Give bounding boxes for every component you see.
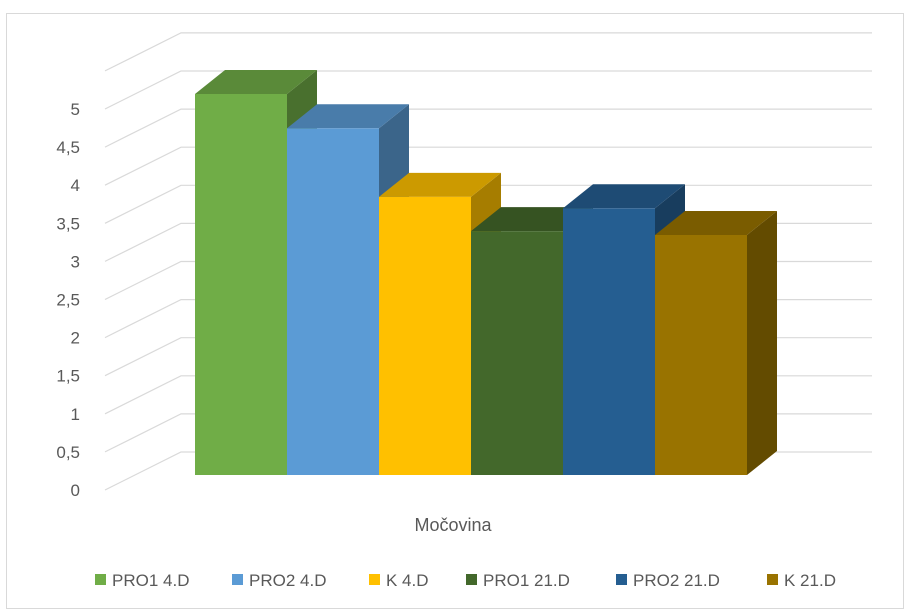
bar-top <box>287 104 409 129</box>
legend-label: PRO2 4.D <box>249 571 326 590</box>
bars <box>195 70 777 476</box>
bar <box>655 210 777 475</box>
bar-top <box>471 207 593 232</box>
bar-front <box>195 94 287 475</box>
gridline <box>104 32 872 72</box>
legend-label: K 21.D <box>784 571 836 590</box>
bar-top <box>195 70 317 94</box>
legend-swatch <box>616 574 627 585</box>
legend-label: PRO1 21.D <box>483 571 570 590</box>
y-tick-label: 2 <box>71 329 80 348</box>
gridline <box>104 108 872 148</box>
legend-label: K 4.D <box>386 571 429 590</box>
legend-swatch <box>232 574 243 585</box>
bar-top <box>655 210 777 235</box>
legend-swatch <box>95 574 106 585</box>
bar-front <box>379 196 471 475</box>
bar-front <box>471 231 563 475</box>
y-tick-label: 0 <box>71 481 80 500</box>
gridline <box>104 70 872 110</box>
y-tick-label: 1 <box>71 405 80 424</box>
y-tick-label: 3,5 <box>56 214 80 233</box>
legend-item: PRO1 21.D <box>466 571 570 590</box>
legend-label: PRO2 21.D <box>633 571 720 590</box>
legend-swatch <box>767 574 778 585</box>
category-label: Močovina <box>414 515 492 535</box>
bar-top <box>379 172 501 197</box>
legend-item: K 21.D <box>767 571 836 590</box>
legend-item: PRO2 21.D <box>616 571 720 590</box>
legend-swatch <box>466 574 477 585</box>
category-labels: Močovina <box>414 515 492 535</box>
gridline <box>104 146 872 186</box>
y-tick-label: 0,5 <box>56 443 80 462</box>
legend-label: PRO1 4.D <box>112 571 189 590</box>
y-tick-label: 4,5 <box>56 138 80 157</box>
bar-front <box>287 128 379 476</box>
y-axis-ticks: 0 0,5 1 1,5 2 2,5 3 3,5 4 4,5 5 <box>56 100 80 500</box>
y-tick-label: 4 <box>71 176 80 195</box>
y-tick-label: 2,5 <box>56 291 80 310</box>
legend-swatch <box>369 574 380 585</box>
y-tick-label: 3 <box>71 252 80 271</box>
legend-item: PRO1 4.D <box>95 571 189 590</box>
bar-side <box>747 210 777 475</box>
y-tick-label: 5 <box>71 100 80 119</box>
legend-item: K 4.D <box>369 571 429 590</box>
bar-top <box>563 184 685 209</box>
bar-front <box>563 208 655 476</box>
legend-item: PRO2 4.D <box>232 571 326 590</box>
legend: PRO1 4.D PRO2 4.D K 4.D PRO1 21.D PRO2 21.D K… <box>95 571 836 590</box>
y-tick-label: 1,5 <box>56 367 80 386</box>
bar-front <box>655 234 747 475</box>
